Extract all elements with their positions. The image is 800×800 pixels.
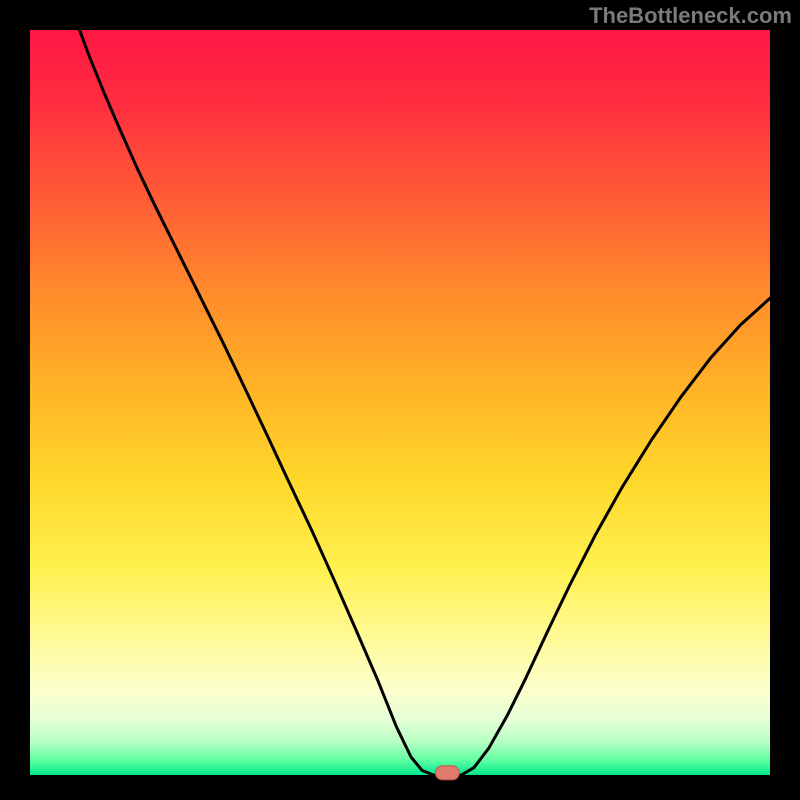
optimum-marker — [435, 766, 459, 780]
chart-container: TheBottleneck.com — [0, 0, 800, 800]
bottleneck-chart — [0, 0, 800, 800]
watermark-link[interactable]: TheBottleneck.com — [589, 3, 792, 29]
plot-background-gradient — [30, 30, 770, 775]
